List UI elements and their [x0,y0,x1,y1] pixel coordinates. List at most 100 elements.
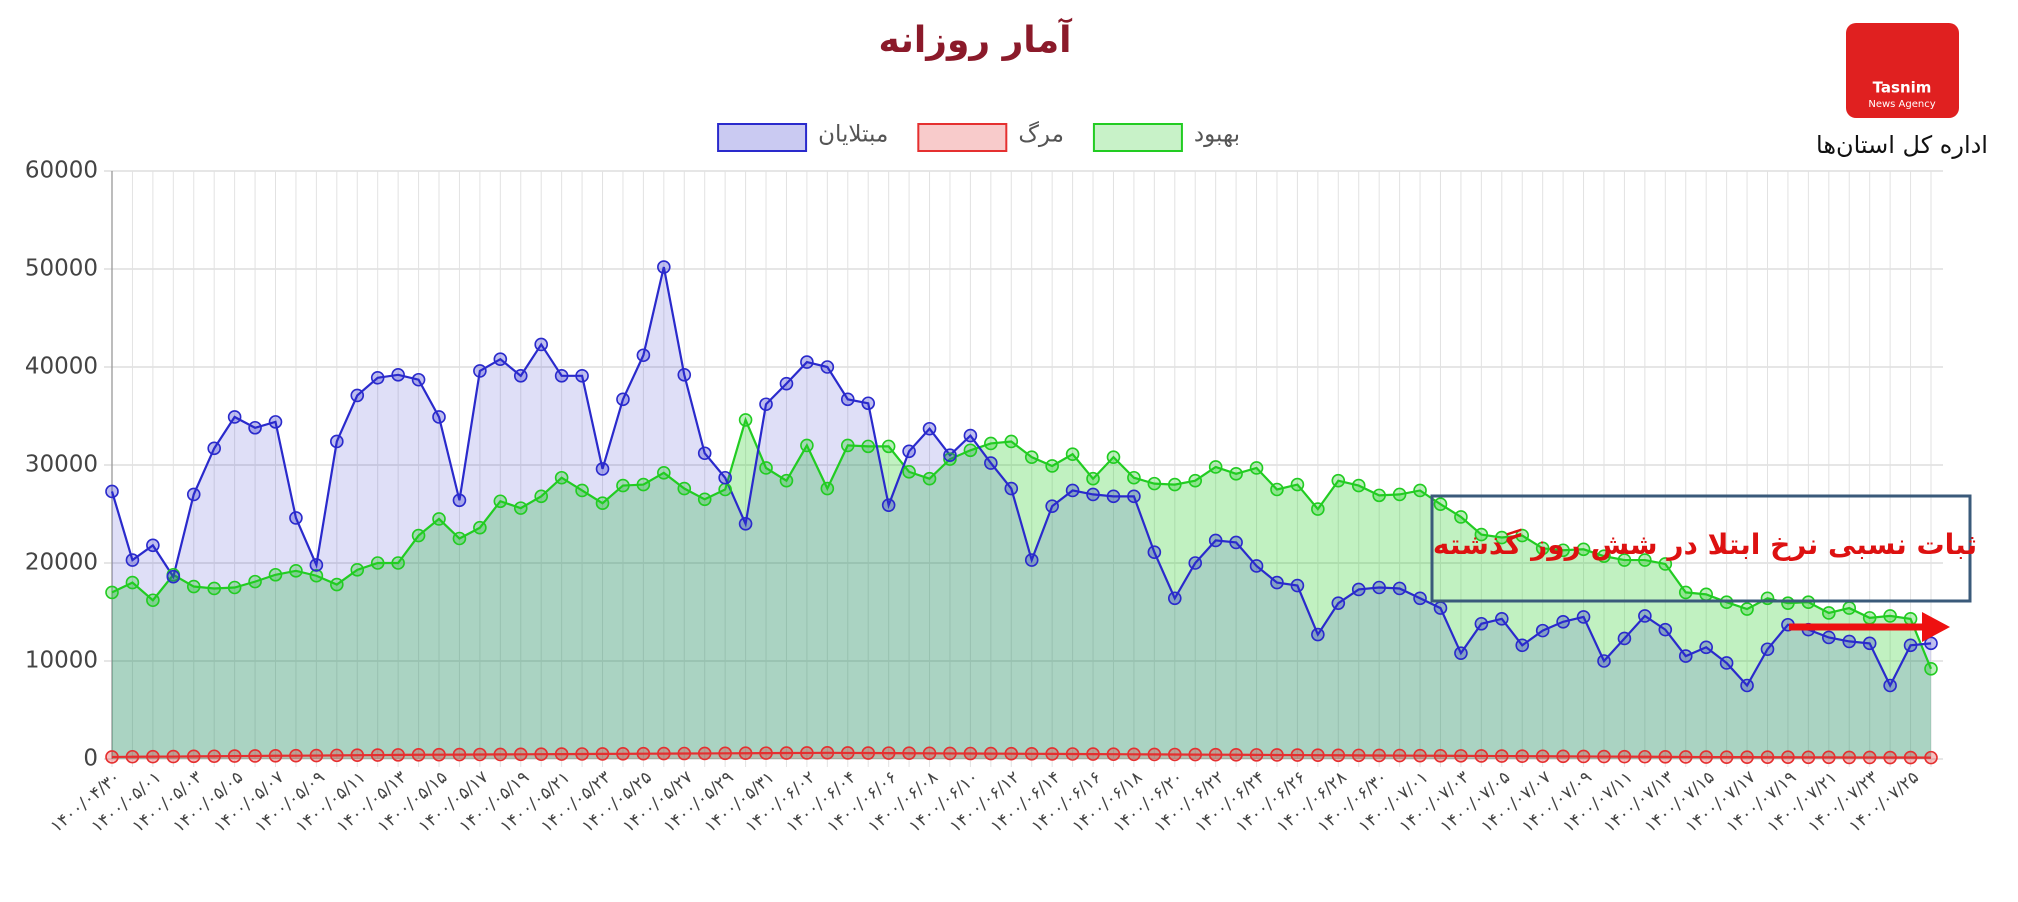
data-point [370,748,385,762]
data-point [1208,747,1223,762]
data-point [575,483,589,498]
data-point [1822,606,1836,620]
data-point [1678,750,1693,764]
data-point [575,369,589,383]
data-point [370,556,385,570]
data-point [1392,581,1407,596]
data-point [350,563,365,577]
data-point [595,496,610,511]
data-point [1045,459,1059,473]
data-point [1147,747,1162,762]
logo-name: Tasnim [1873,79,1932,97]
data-point [1903,612,1918,626]
data-point [1413,748,1427,763]
data-point [493,747,508,762]
data-point [1617,553,1632,567]
data-point [1351,582,1366,597]
data-point [1188,747,1203,762]
data-point [207,581,221,596]
data-point [1883,609,1897,623]
logo: Tasnim News Agency اداره کل استان‌ها [1816,23,1988,159]
data-point [636,348,651,363]
data-point [125,575,140,590]
data-point [922,421,937,436]
data-point [105,750,119,764]
data-point [657,260,671,274]
data-point [1801,750,1816,765]
data-point [1576,610,1591,624]
arrow-head [1922,612,1950,642]
data-point [616,747,630,761]
data-point [1208,460,1223,474]
data-point [1270,482,1284,497]
data-point [1392,487,1407,502]
data-point [902,444,916,459]
data-point [1597,654,1611,668]
data-point [1576,542,1591,557]
data-point [1229,467,1243,481]
data-point [1678,585,1693,600]
y-tick-label: 10000 [25,648,98,674]
data-point [146,593,160,608]
data-point [861,396,876,411]
data-point [268,748,283,763]
data-point [1883,750,1897,765]
data-point [1065,447,1080,462]
data-point [1862,636,1877,651]
data-point [1556,749,1570,764]
data-point [759,397,773,412]
data-point [1842,634,1857,649]
data-point [1188,473,1203,488]
data-point [984,746,998,761]
data-point [677,368,692,382]
data-point [1556,543,1570,558]
data-point [575,747,589,761]
data-point [1515,528,1530,543]
data-point [1208,533,1223,548]
data-point [1535,749,1550,764]
data-point [943,746,957,761]
data-point [1638,553,1652,567]
logo-tagline: News Agency [1868,99,1935,110]
data-point [963,443,978,458]
data-point [146,749,160,764]
data-point [840,392,855,407]
logo-caption: اداره کل استان‌ها [1816,131,1988,159]
data-point [677,746,692,761]
data-point [268,567,283,582]
data-point [1413,591,1427,606]
data-point [1065,483,1080,498]
data-point [166,749,181,764]
data-point [1249,461,1264,475]
data-point [779,376,794,391]
data-point [1270,575,1284,590]
data-point [432,747,446,762]
data-point [493,352,508,366]
data-point [820,746,835,760]
data-point [1127,747,1141,762]
area [112,419,1931,759]
data-point [105,585,119,600]
data-point [391,748,405,762]
data-point [697,746,712,761]
data-point [1311,627,1325,642]
data-point [1392,748,1407,763]
data-point [227,580,242,595]
data-point [1658,557,1673,571]
data-point [1535,623,1550,638]
data-point [1045,747,1059,761]
data-point [330,748,344,763]
data-point [1781,596,1795,610]
data-point [1576,749,1591,764]
data-point [943,452,957,466]
data-point [1372,580,1386,595]
area [112,267,1931,759]
data-point [1290,748,1305,762]
data-point [1086,471,1100,486]
data-point [1924,662,1938,676]
data-point [697,446,712,461]
data-point [1740,678,1754,693]
data-point [1433,748,1448,763]
legend-swatch [717,123,808,152]
